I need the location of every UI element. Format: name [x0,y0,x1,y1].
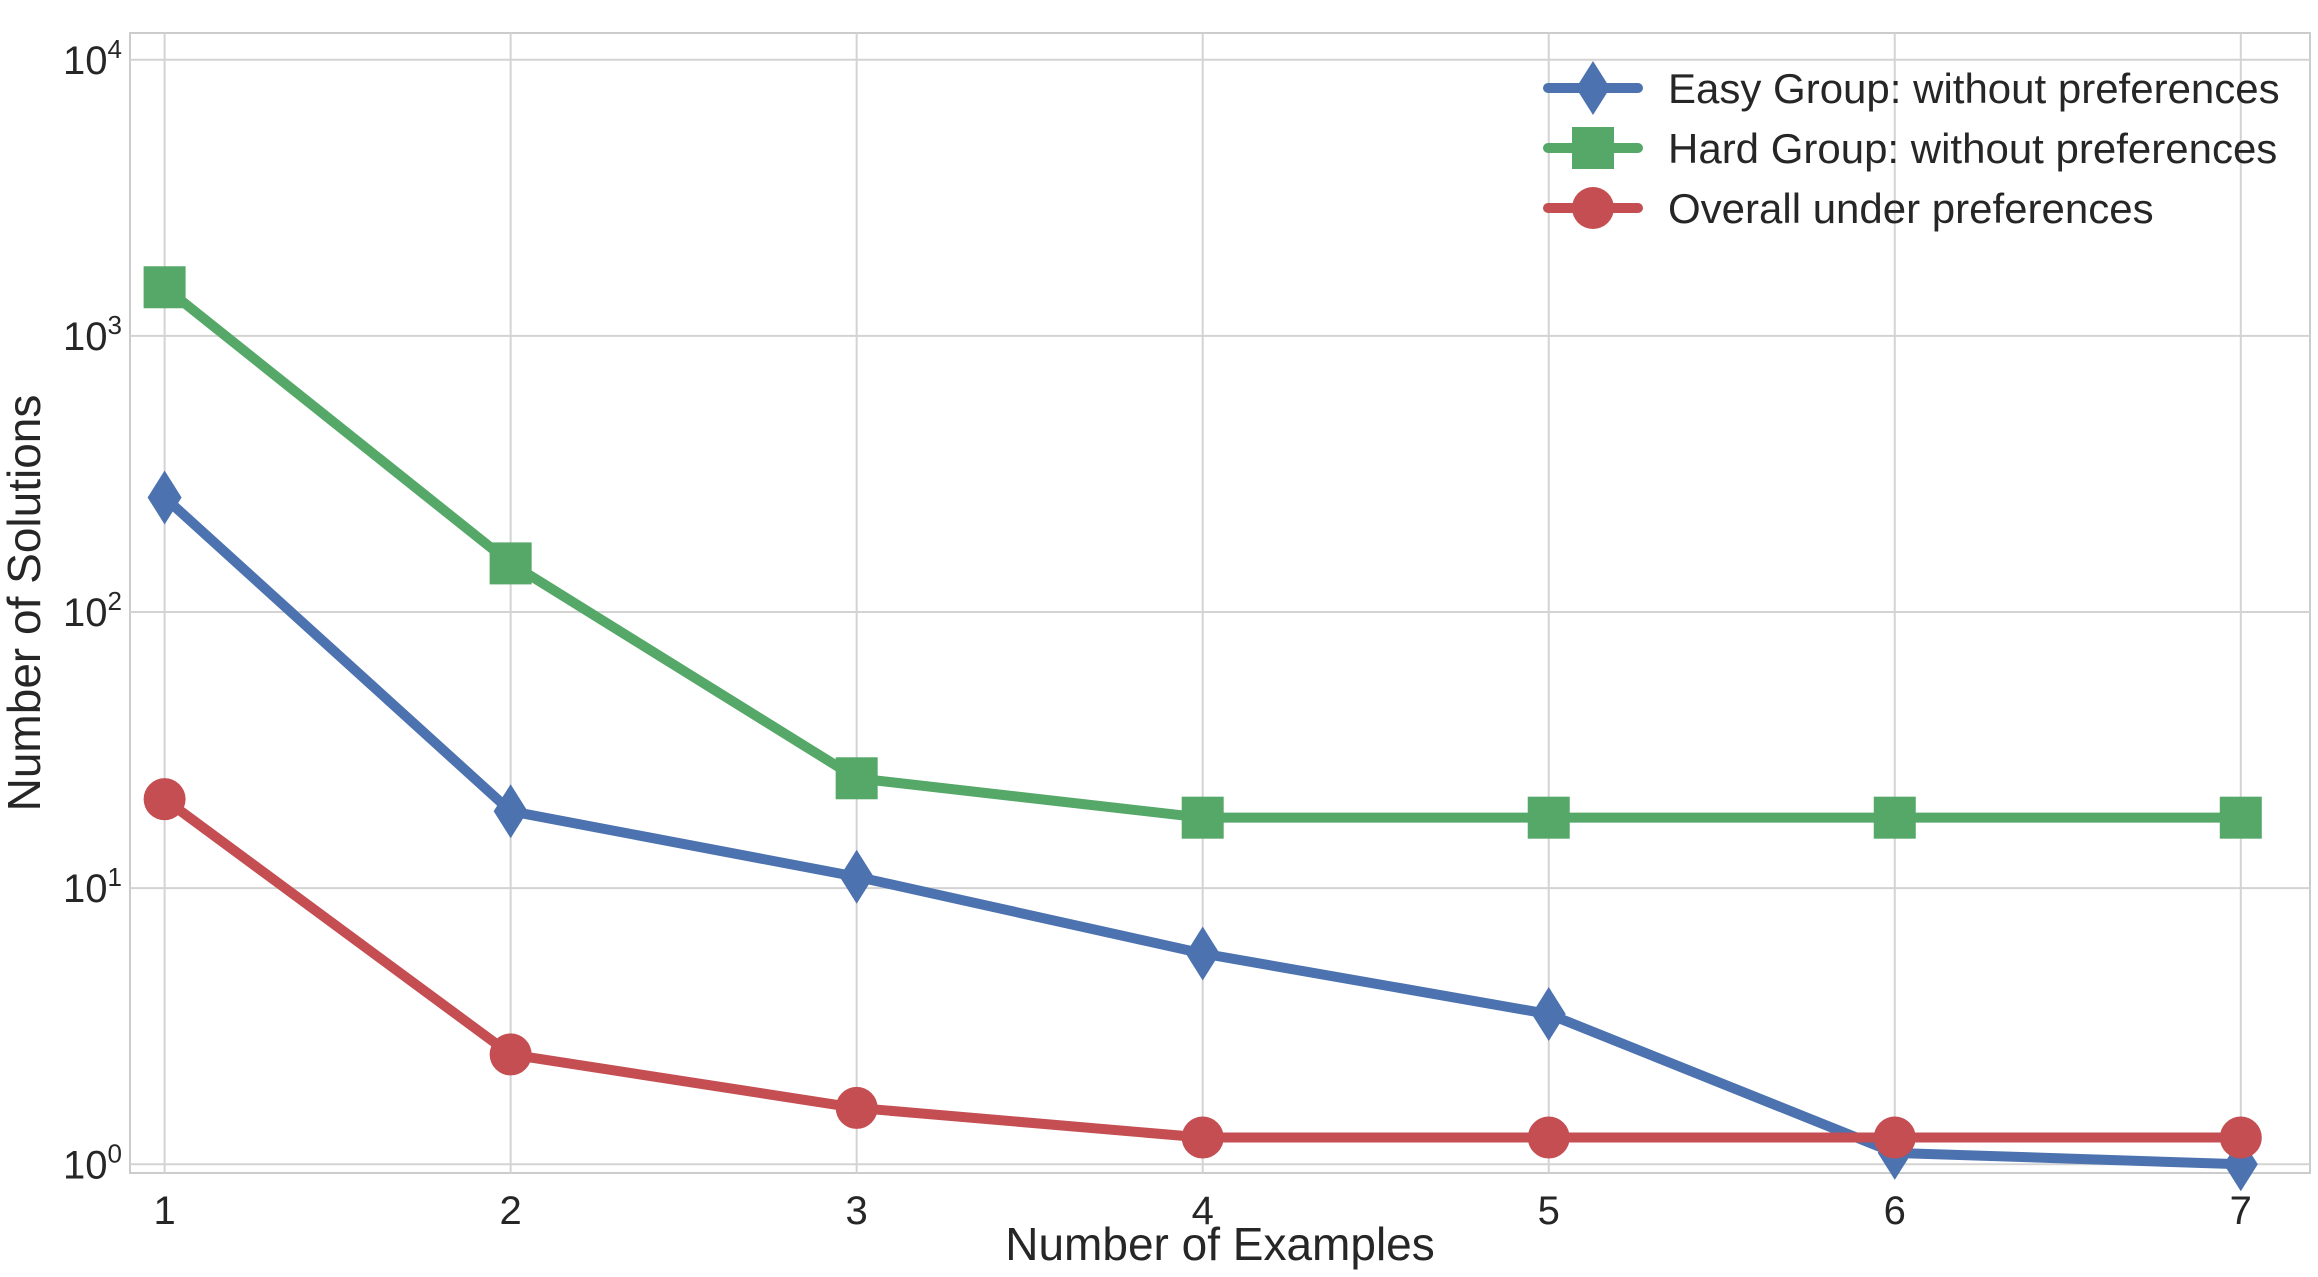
series-layer [143,266,2262,1192]
legend-marker-square [1572,127,1614,169]
data-point-square [1527,796,1570,839]
series-circle [143,778,2262,1159]
x-tick-label: 7 [2230,1189,2252,1233]
data-point-diamond [1185,926,1220,981]
data-point-square [143,266,186,309]
data-point-circle [1181,1116,1224,1159]
legend-entry: Easy Group: without preferences [1543,61,2280,115]
x-tick-label: 2 [500,1189,522,1233]
data-point-diamond [839,849,874,904]
y-tick-label: 100 [63,1138,122,1187]
legend: Easy Group: without preferences Hard Grou… [1543,61,2280,232]
legend-label: Overall under preferences [1668,185,2154,232]
y-tick-label: 103 [63,310,122,359]
data-point-square [835,757,878,800]
plot-area-background [129,32,2311,1174]
grid [130,33,2310,1173]
legend-label: Hard Group: without preferences [1668,125,2277,172]
legend-marker-circle [1572,187,1614,229]
data-point-square [489,542,532,585]
data-point-diamond [147,470,182,525]
legend-label: Easy Group: without preferences [1668,65,2280,112]
data-point-circle [835,1086,878,1129]
data-point-square [2219,796,2262,839]
legend-entry: Hard Group: without preferences [1543,125,2277,172]
y-axis-label: Number of Solutions [0,395,50,812]
data-point-circle [489,1033,532,1076]
x-tick-label: 5 [1538,1189,1560,1233]
data-point-circle [2219,1116,2262,1159]
x-tick-label: 4 [1192,1189,1214,1233]
data-point-diamond [1531,987,1566,1042]
legend-marker-diamond [1576,61,1610,115]
data-point-diamond [493,784,528,839]
series-square [143,266,2262,839]
tick-labels: 1 2 3 4 5 6 7 100 101 102 103 104 [63,34,2252,1233]
data-point-circle [143,778,186,821]
data-point-circle [1527,1116,1570,1159]
data-point-square [1873,796,1916,839]
data-point-circle [1873,1116,1916,1159]
y-tick-label: 101 [63,862,122,911]
x-tick-label: 1 [153,1189,175,1233]
legend-entry: Overall under preferences [1543,185,2154,232]
x-axis-label: Number of Examples [1005,1218,1435,1270]
data-point-square [1181,796,1224,839]
x-tick-label: 3 [846,1189,868,1233]
y-tick-label: 104 [63,34,122,83]
x-tick-label: 6 [1884,1189,1906,1233]
y-tick-label: 102 [63,586,122,635]
